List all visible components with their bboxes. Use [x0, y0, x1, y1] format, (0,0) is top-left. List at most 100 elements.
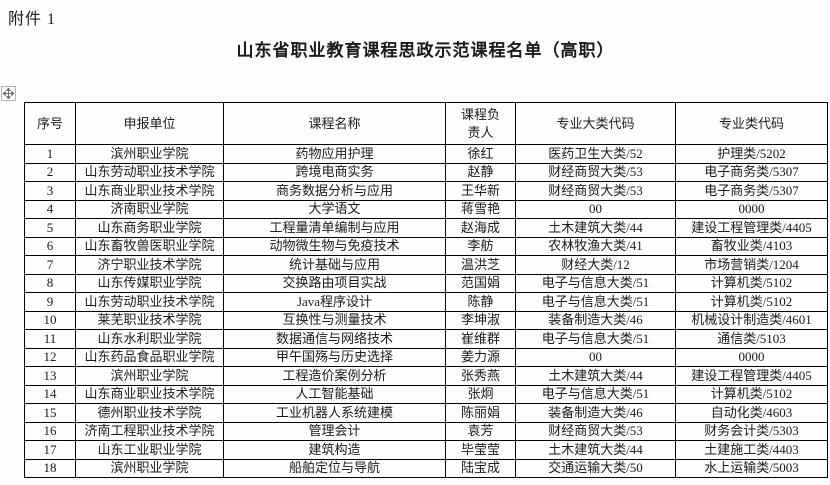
table-cell: 2	[24, 162, 76, 182]
table-cell: 农林牧渔大类/41	[515, 236, 676, 256]
table-cell: 电子商务类/5307	[675, 181, 828, 201]
table-cell: 电子与信息大类/51	[515, 329, 676, 349]
table-cell: 机械设计制造类/4601	[675, 310, 828, 330]
table-row: 1 滨州职业学院 药物应用护理 徐红 医药卫生大类/52 护理类/5202	[24, 144, 828, 164]
table-cell: 18	[24, 458, 76, 478]
table-cell: 陈静	[445, 292, 516, 312]
table-move-handle[interactable]	[1, 86, 16, 101]
table-cell: 14	[24, 384, 76, 404]
table-cell: 土建施工类/4403	[675, 440, 828, 460]
table-cell: 自动化类/4603	[675, 403, 828, 423]
table-cell: 计算机类/5102	[675, 384, 828, 404]
table-row: 17 山东工业职业学院 建筑构造 毕莹莹 土木建筑大类/44 土建施工类/4403	[24, 440, 828, 460]
table-cell: 9	[24, 292, 76, 312]
table-cell: 1	[24, 144, 76, 164]
header-row: 序号 申报单位 课程名称 课程负责人 专业大类代码 专业类代码	[24, 102, 828, 145]
table-cell: 电子与信息大类/51	[515, 273, 676, 293]
table-row: 3 山东商业职业技术学院 商务数据分析与应用 王华新 财经商贸大类/53 电子商务类/53…	[24, 181, 828, 201]
move-icon	[3, 88, 14, 99]
table-cell: 计算机类/5102	[675, 292, 828, 312]
table-cell: 范国娟	[445, 273, 516, 293]
table-row: 6 山东畜牧兽医职业学院 动物微生物与免疫技术 李舫 农林牧渔大类/41 畜牧业类/410…	[24, 236, 828, 256]
table-cell: 滨州职业学院	[75, 144, 224, 164]
table-cell: 山东药品食品职业学院	[75, 347, 224, 367]
table-cell: 张秀燕	[445, 366, 516, 386]
table-cell: 建设工程管理类/4405	[675, 218, 828, 238]
table-row: 10 莱芜职业技术学院 互换性与测量技术 李坤淑 装备制造大类/46 机械设计制造类/46…	[24, 310, 828, 330]
table-row: 16 济南工程职业技术学院 管理会计 袁芳 财经商贸大类/53 财务会计类/5303	[24, 421, 828, 441]
table-cell: 莱芜职业技术学院	[75, 310, 224, 330]
table-cell: 财务会计类/5303	[675, 421, 828, 441]
page-title: 山东省职业教育课程思政示范课程名单（高职）	[236, 41, 615, 60]
attachment-label: 附件 1	[8, 11, 57, 28]
table-row: 11 山东水利职业学院 数据通信与网络技术 崔维群 电子与信息大类/51 通信类/5103	[24, 329, 828, 349]
table-cell: 工程量清单编制与应用	[223, 218, 446, 238]
table-cell: 土木建筑大类/44	[515, 366, 676, 386]
table-cell: 数据通信与网络技术	[223, 329, 446, 349]
table-cell: 工业机器人系统建模	[223, 403, 446, 423]
table-row: 18 滨州职业学院 船舶定位与导航 陆宝成 交通运输大类/50 水上运输类/5003	[24, 458, 828, 478]
table-cell: 动物微生物与免疫技术	[223, 236, 446, 256]
table-cell: 财经商贸大类/53	[515, 421, 676, 441]
table-cell: 统计基础与应用	[223, 255, 446, 275]
table-cell: 山东传媒职业学院	[75, 273, 224, 293]
courses-table: 序号 申报单位 课程名称 课程负责人 专业大类代码 专业类代码 1 滨州职业学院药…	[24, 102, 828, 478]
table-cell: 6	[24, 236, 76, 256]
table-cell: 财经商贸大类/53	[515, 181, 676, 201]
table-row: 8 山东传媒职业学院 交换路由项目实战 范国娟 电子与信息大类/51 计算机类/5102	[24, 273, 828, 293]
table-row: 15 德州职业技术学院 工业机器人系统建模 陈丽娟 装备制造大类/46 自动化类/4603	[24, 403, 828, 423]
table-cell: 7	[24, 255, 76, 275]
table-cell: 00	[515, 347, 676, 367]
table-row: 9 山东劳动职业技术学院 Java程序设计 陈静 电子与信息大类/51 计算机类/5102	[24, 292, 828, 312]
table-cell: 济南职业学院	[75, 199, 224, 219]
table-cell: 5	[24, 218, 76, 238]
column-header-major-category-code: 专业大类代码	[515, 102, 676, 145]
table-cell: 跨境电商实务	[223, 162, 446, 182]
table-cell: 医药卫生大类/52	[515, 144, 676, 164]
table-cell: 建筑构造	[223, 440, 446, 460]
table-cell: 滨州职业学院	[75, 366, 224, 386]
table-cell: 山东商业职业技术学院	[75, 181, 224, 201]
table-row: 13 滨州职业学院 工程造价案例分析 张秀燕 土木建筑大类/44 建设工程管理类/4405	[24, 366, 828, 386]
table-cell: 山东工业职业学院	[75, 440, 224, 460]
table-cell: 德州职业技术学院	[75, 403, 224, 423]
table-cell: 人工智能基础	[223, 384, 446, 404]
table-cell: 交通运输大类/50	[515, 458, 676, 478]
table-cell: 大学语文	[223, 199, 446, 219]
table-cell: 毕莹莹	[445, 440, 516, 460]
table-cell: 船舶定位与导航	[223, 458, 446, 478]
column-header-course: 课程名称	[223, 102, 446, 145]
table-cell: 济南工程职业技术学院	[75, 421, 224, 441]
table-cell: 山东商务职业学院	[75, 218, 224, 238]
table-cell: 山东水利职业学院	[75, 329, 224, 349]
table-cell: 通信类/5103	[675, 329, 828, 349]
table-cell: 徐红	[445, 144, 516, 164]
table-cell: 电子商务类/5307	[675, 162, 828, 182]
table-cell: 姜力源	[445, 347, 516, 367]
table-cell: 山东畜牧兽医职业学院	[75, 236, 224, 256]
table-cell: 山东劳动职业技术学院	[75, 162, 224, 182]
table-cell: 陈丽娟	[445, 403, 516, 423]
table-cell: 电子与信息大类/51	[515, 292, 676, 312]
table-cell: 0000	[675, 347, 828, 367]
table-cell: 王华新	[445, 181, 516, 201]
table-cell: 济宁职业技术学院	[75, 255, 224, 275]
table-cell: 交换路由项目实战	[223, 273, 446, 293]
table-cell: 建设工程管理类/4405	[675, 366, 828, 386]
table-cell: 17	[24, 440, 76, 460]
table-row: 14 山东商业职业技术学院 人工智能基础 张炯 电子与信息大类/51 计算机类/5102	[24, 384, 828, 404]
table-row: 4 济南职业学院 大学语文 蒋雪艳 00 0000	[24, 199, 828, 219]
table-cell: 赵静	[445, 162, 516, 182]
table-cell: 山东劳动职业技术学院	[75, 292, 224, 312]
table-cell: 装备制造大类/46	[515, 403, 676, 423]
table-row: 2 山东劳动职业技术学院 跨境电商实务 赵静 财经商贸大类/53 电子商务类/5307	[24, 162, 828, 182]
table-cell: 温洪芝	[445, 255, 516, 275]
table-cell: 4	[24, 199, 76, 219]
table-cell: 16	[24, 421, 76, 441]
table-cell: 土木建筑大类/44	[515, 218, 676, 238]
column-header-index: 序号	[24, 102, 76, 145]
table-row: 5 山东商务职业学院 工程量清单编制与应用 赵海成 土木建筑大类/44 建设工程管理类/4…	[24, 218, 828, 238]
table-cell: 15	[24, 403, 76, 423]
table-cell: 商务数据分析与应用	[223, 181, 446, 201]
